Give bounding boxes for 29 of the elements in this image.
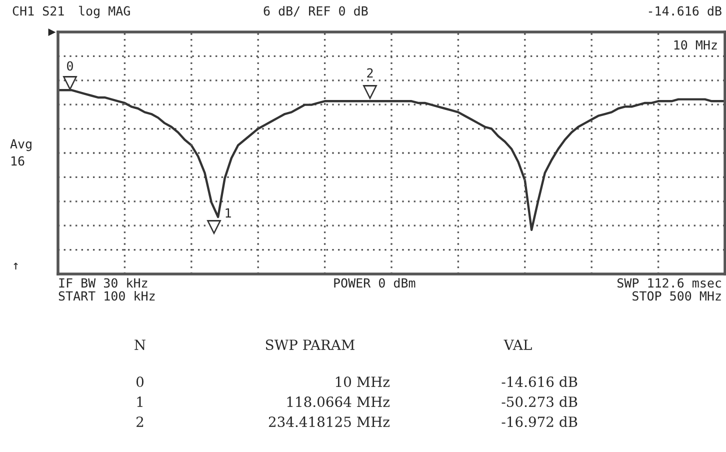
text: IF BW 30 kHz bbox=[59, 278, 148, 288]
text: Avg bbox=[10, 139, 32, 152]
text: N bbox=[134, 340, 146, 350]
text: START 100 kHz bbox=[58, 290, 155, 301]
text: SWP 112.6 msec bbox=[617, 278, 721, 288]
text: 0 bbox=[136, 376, 144, 388]
text: 10 MHz bbox=[674, 40, 717, 50]
text: CH1 S21 bbox=[12, 6, 64, 16]
text: ▶ bbox=[48, 28, 56, 36]
text: STOP 500 MHz bbox=[632, 291, 721, 301]
annotation: 1 bbox=[226, 208, 231, 218]
text: POWER 0 dBm bbox=[334, 278, 416, 288]
text: 118.0664 MHz bbox=[287, 396, 390, 408]
text: -50.273 dB bbox=[502, 396, 578, 408]
text: 2 bbox=[367, 68, 373, 78]
text: 234.418125 MHz bbox=[268, 416, 390, 428]
text: 0 bbox=[67, 61, 73, 71]
text: -14.616 dB bbox=[648, 6, 722, 16]
text: 1 bbox=[137, 396, 142, 407]
text: -16.972 dB bbox=[502, 416, 578, 428]
text: 2 bbox=[136, 416, 144, 427]
text: log MAG bbox=[78, 6, 130, 18]
text: ↑ bbox=[14, 262, 18, 270]
text: 16 bbox=[12, 156, 24, 166]
text: -14.616 dB bbox=[502, 376, 578, 388]
text: 6 dB/ REF 0 dB bbox=[264, 6, 368, 17]
text: 10 MHz bbox=[336, 376, 390, 388]
text: SWP PARAM bbox=[266, 340, 354, 350]
text: VAL bbox=[504, 340, 532, 350]
